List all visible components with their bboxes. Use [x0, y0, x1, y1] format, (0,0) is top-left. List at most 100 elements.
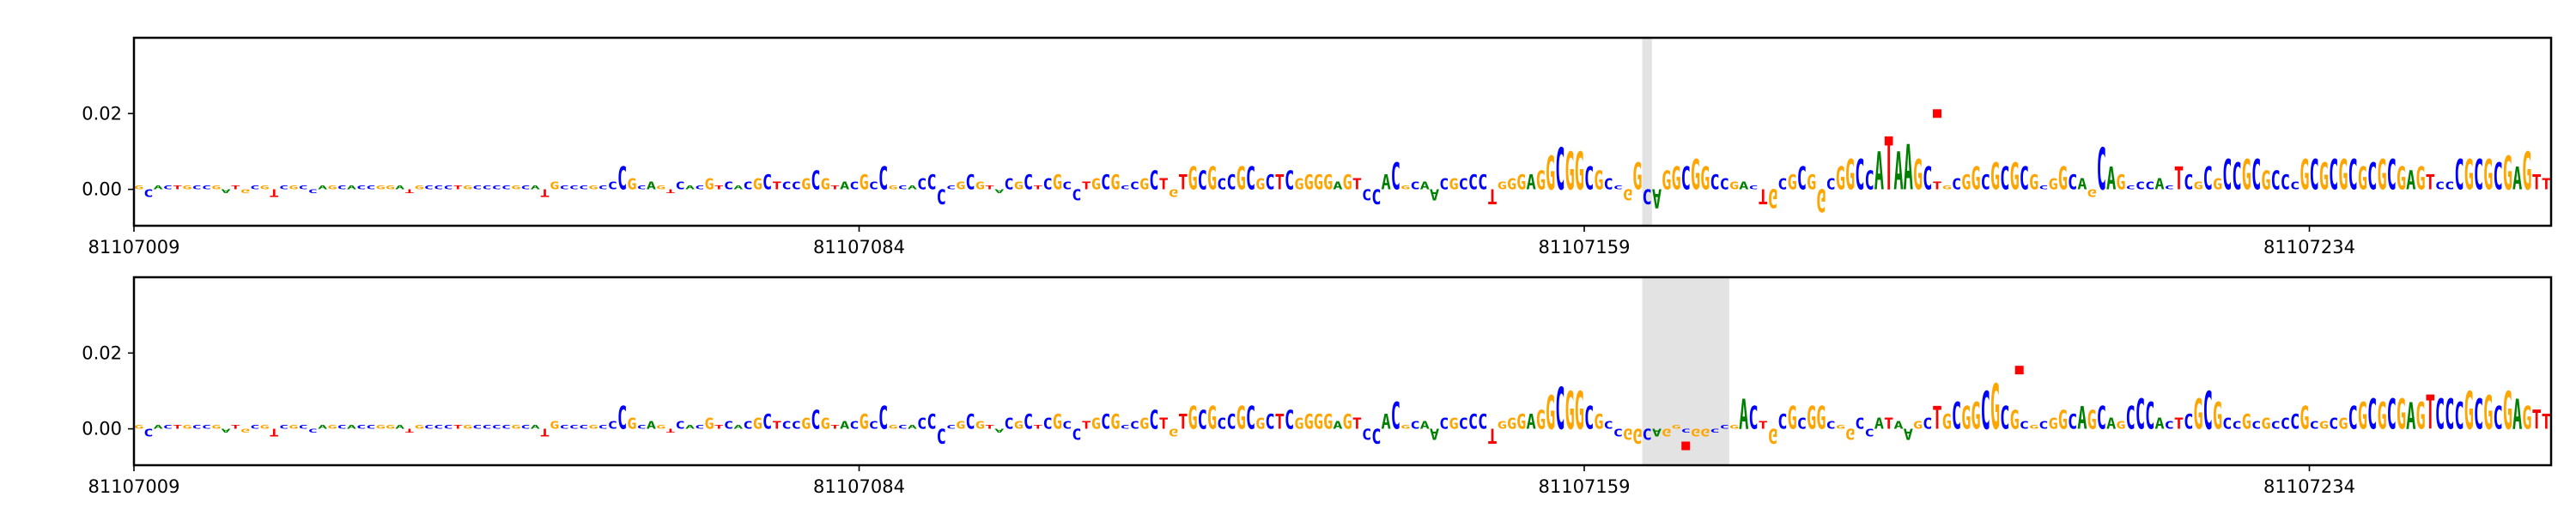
- logo-letter: C: [1226, 410, 1236, 434]
- logo-letter: G: [182, 185, 191, 191]
- logo-letter: C: [2329, 415, 2338, 433]
- logo-letter: C: [2068, 171, 2077, 195]
- logo-letter: T: [665, 427, 675, 433]
- logo-letter: C: [1459, 176, 1468, 194]
- logo-letter: G: [888, 424, 897, 430]
- logo-letter: C: [579, 185, 588, 191]
- logo-letter: C: [1004, 415, 1013, 433]
- logo-letter: C: [298, 185, 307, 191]
- logo-letter: C: [965, 410, 975, 434]
- logo-letter: A: [154, 185, 164, 191]
- logo-letter: C: [1613, 427, 1623, 439]
- logo-letter: T: [1884, 123, 1893, 207]
- logo-letter: C: [2281, 171, 2290, 195]
- logo-letter: G: [1632, 423, 1642, 447]
- logo-letter: A: [840, 419, 850, 432]
- logo-letter: G: [1323, 410, 1333, 434]
- logo-letter: C: [1855, 151, 1864, 200]
- logo-letter: G: [1110, 410, 1120, 434]
- logo-letter: G: [2193, 179, 2202, 192]
- logo-letter: G: [1498, 419, 1507, 432]
- logo-letter: C: [1042, 176, 1052, 194]
- marker: [1681, 441, 1691, 451]
- logo-letter: G: [1971, 396, 1980, 438]
- logo-letter: G: [2213, 396, 2222, 438]
- logo-letter: C: [1555, 376, 1564, 443]
- logo-letter: G: [1768, 423, 1777, 447]
- logo-letter: T: [2174, 161, 2184, 197]
- logo-letter: T: [1275, 171, 1285, 195]
- logo-letter: C: [2232, 156, 2241, 198]
- logo-letter: G: [975, 179, 985, 192]
- x-tick-label: 81107159: [1539, 237, 1631, 258]
- logo-letter: C: [762, 410, 772, 434]
- logo-letter: A: [221, 188, 231, 194]
- logo-letter: C: [898, 424, 908, 430]
- logo-letter: T: [714, 424, 724, 430]
- logo-letter: G: [1255, 415, 1265, 433]
- logo-letter: C: [878, 161, 888, 197]
- logo-letter: T: [2531, 405, 2541, 435]
- logo-letter: C: [1952, 396, 1961, 438]
- logo-letter: G: [2029, 171, 2038, 195]
- x-tick-label: 81107084: [813, 476, 905, 497]
- logo-letter: C: [1468, 410, 1478, 434]
- logo-letter: T: [1159, 415, 1169, 433]
- logo-letter: G: [1836, 161, 1845, 197]
- logo-letter: A: [840, 179, 850, 192]
- logo-letter: T: [2542, 410, 2551, 434]
- logo-letter: C: [143, 427, 153, 439]
- logo-letter: C: [2126, 400, 2136, 437]
- logo-letter: G: [1845, 425, 1855, 443]
- logo-letter: G: [1961, 400, 1971, 437]
- logo-letter: G: [2397, 391, 2406, 439]
- logo-letter: G: [1139, 415, 1149, 433]
- logo-letter: C: [143, 187, 153, 200]
- logo-letter: G: [1662, 427, 1671, 439]
- logo-letter: C: [2435, 179, 2445, 192]
- logo-letter: C: [743, 419, 752, 432]
- logo-letter: G: [1671, 161, 1680, 197]
- logo-letter: T: [772, 419, 781, 432]
- logo-letter: G: [2358, 161, 2367, 197]
- logo-letter: G: [1913, 151, 1923, 200]
- logo-letter: C: [1042, 415, 1052, 433]
- logo-letter: A: [347, 185, 357, 191]
- logo-letter: C: [1265, 171, 1274, 195]
- logo-letter: G: [975, 419, 985, 432]
- logo-letter: C: [1584, 161, 1594, 197]
- logo-letter: C: [2136, 179, 2145, 192]
- logo-letter: G: [327, 185, 337, 191]
- logo-letter: C: [298, 424, 307, 430]
- logo-letter: G: [1516, 410, 1526, 434]
- logo-letter: C: [1362, 185, 1371, 203]
- logo-letter: C: [2270, 419, 2280, 432]
- logo-letter: C: [2038, 419, 2048, 432]
- logo-letter: C: [1604, 176, 1613, 194]
- logo-letter: C: [2184, 171, 2193, 195]
- logo-letter: C: [617, 161, 627, 197]
- logo-letter: G: [2087, 187, 2097, 200]
- logo-letter: C: [1362, 425, 1371, 443]
- logo-letter: A: [221, 427, 231, 433]
- logo-letter: C: [1004, 176, 1013, 194]
- logo-letter: C: [202, 424, 211, 430]
- logo-letter: C: [366, 424, 375, 430]
- logo-letter: C: [637, 424, 647, 430]
- logo-letter: C: [2165, 419, 2174, 432]
- logo-letter: G: [588, 424, 598, 430]
- logo-letter: A: [1382, 171, 1391, 195]
- logo-letter: C: [1101, 410, 1110, 434]
- marker: [2014, 366, 2024, 375]
- logo-letter: C: [308, 188, 318, 194]
- logo-letter: T: [173, 185, 182, 191]
- logo-letter: C: [1024, 410, 1033, 434]
- logo-letter: C: [1459, 415, 1468, 433]
- logo-letter: C: [2165, 185, 2174, 191]
- logo-letter: C: [695, 424, 704, 430]
- logo-letter: T: [1487, 184, 1497, 208]
- logo-letter: C: [781, 179, 791, 192]
- x-tick-label: 81107084: [813, 237, 905, 258]
- logo-letter: C: [1410, 179, 1419, 192]
- logo-letter: G: [1594, 166, 1603, 196]
